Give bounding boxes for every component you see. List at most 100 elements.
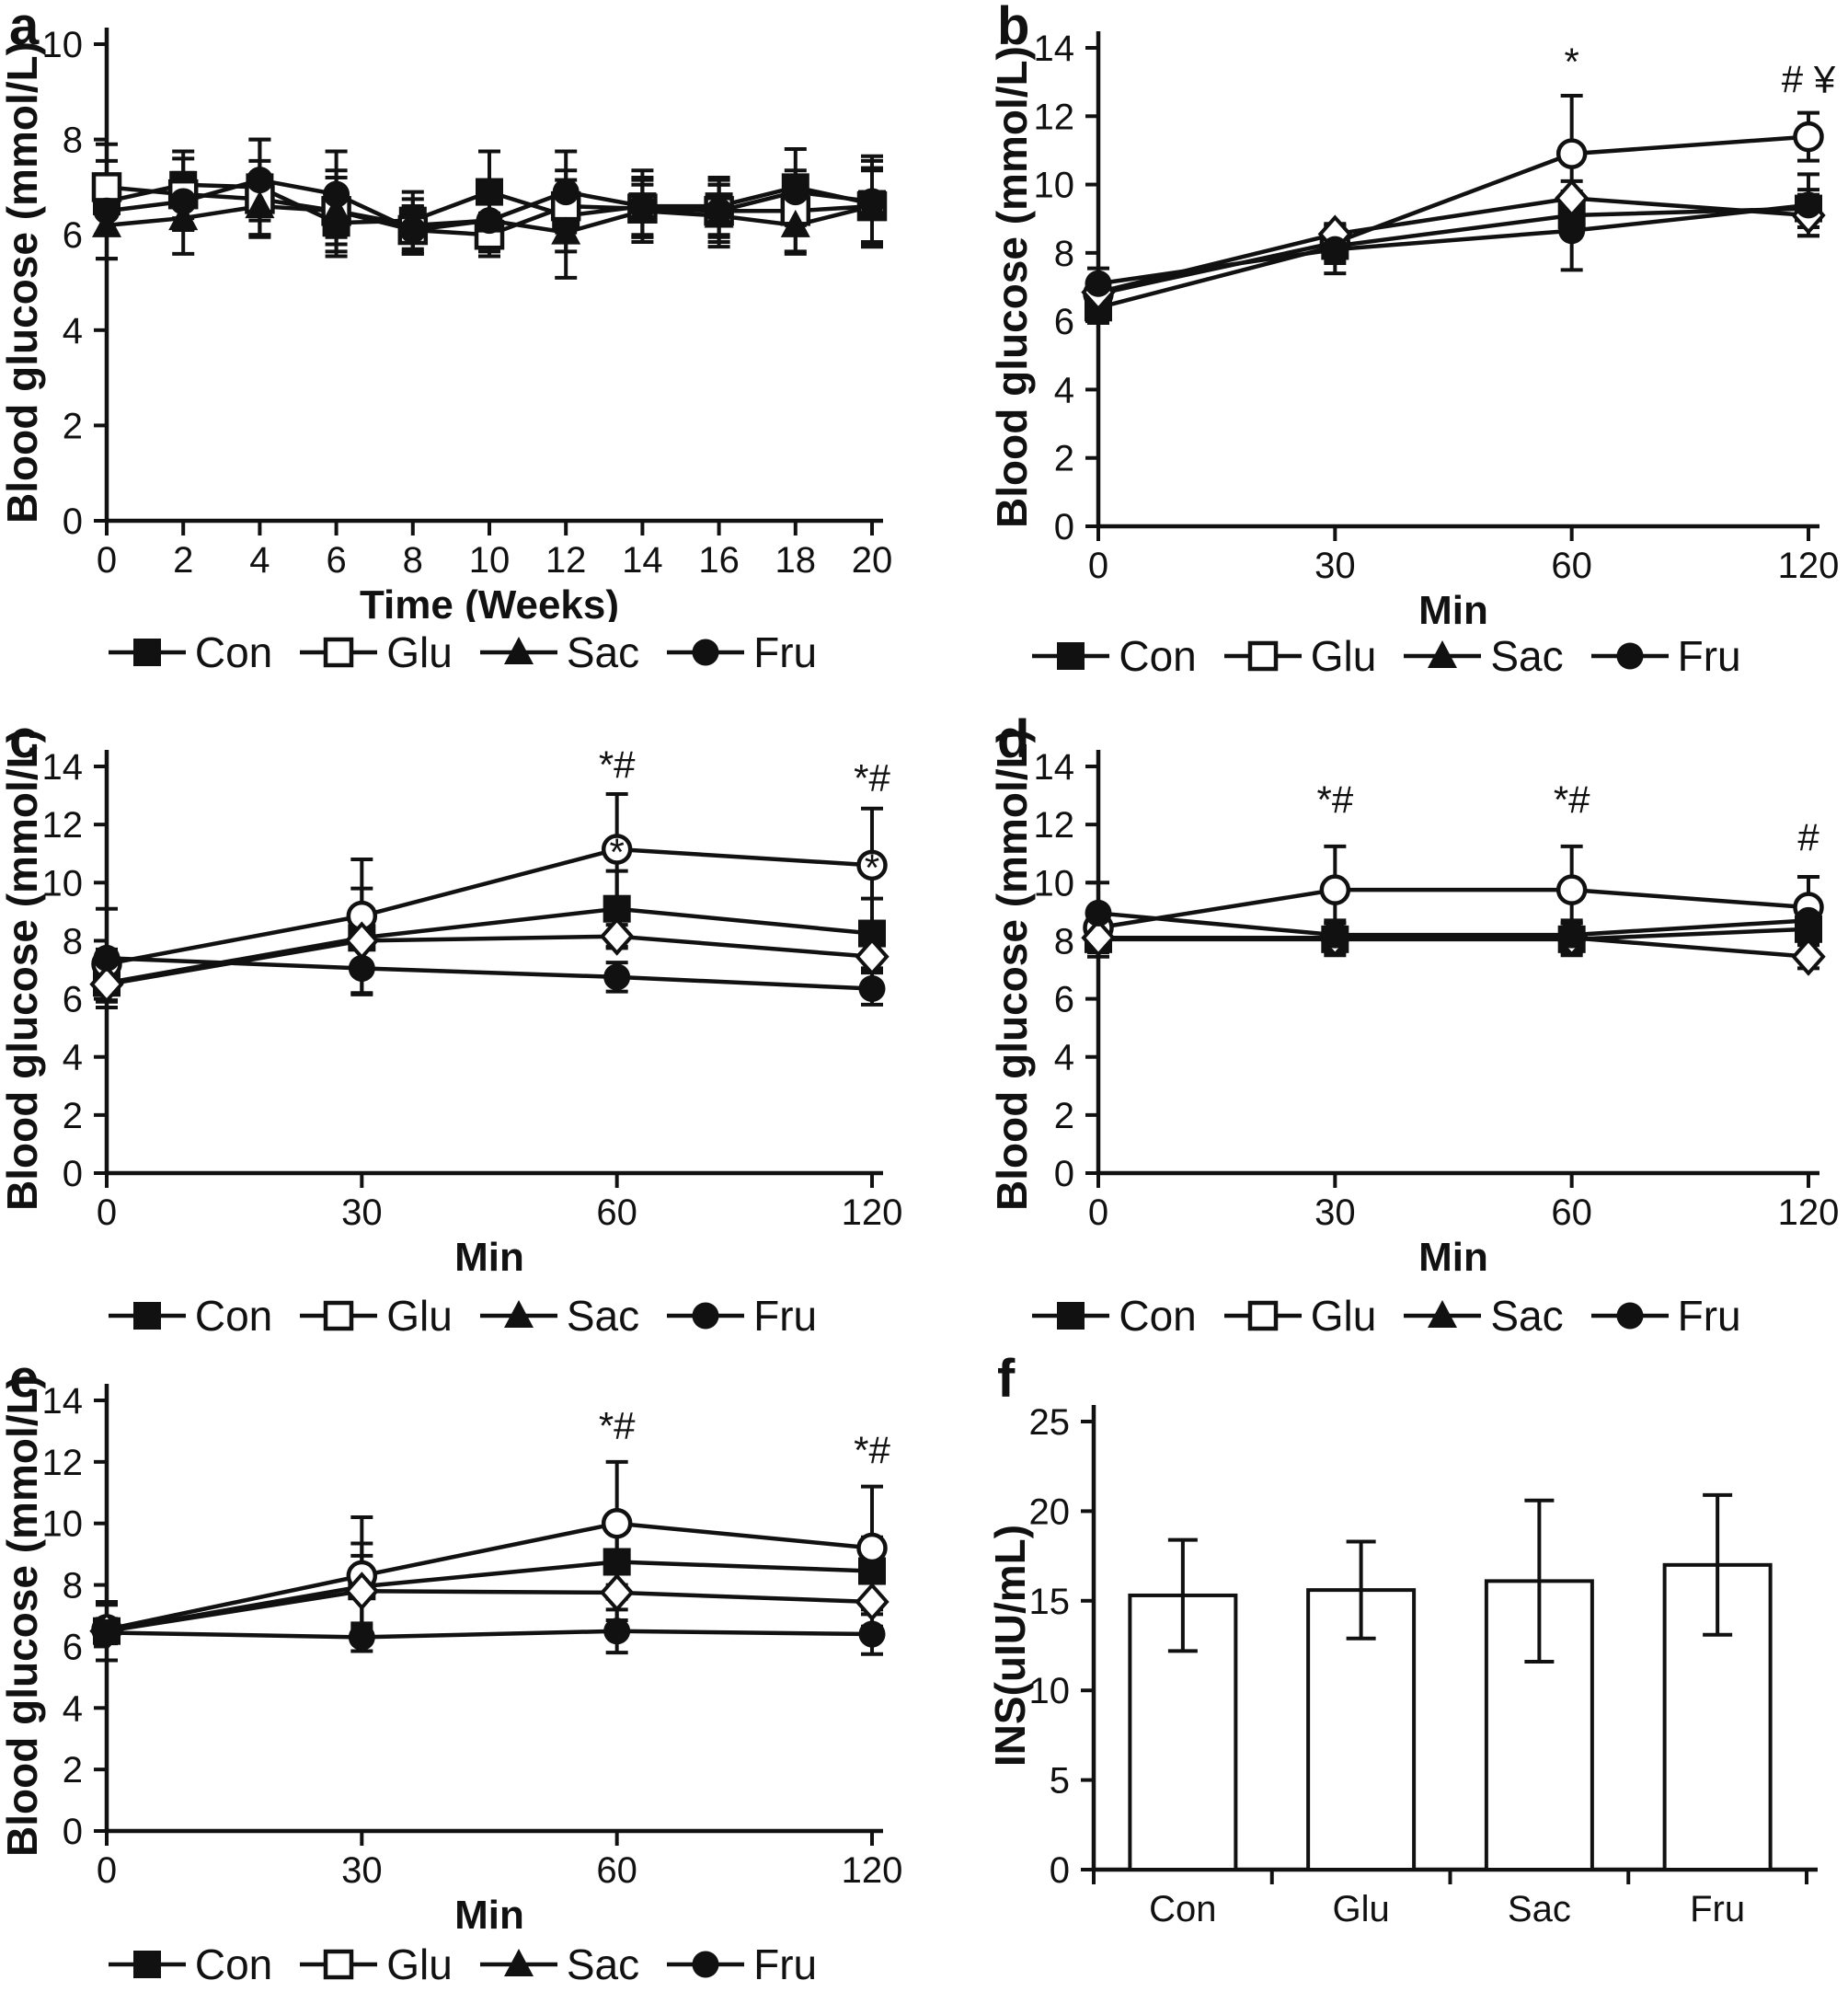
svg-text:10: 10 [42, 1504, 84, 1545]
legend-marker-triangle-filled-icon [1404, 640, 1482, 668]
panel-a: a 0 2 4 6 8 10 0 2 4 6 8 10 12 14 16 18 20 Blood glucose … [0, 0, 924, 713]
legend-marker-circle-filled-icon [1590, 642, 1669, 670]
svg-text:0: 0 [1054, 507, 1074, 547]
panel-f: f 0 5 10 15 20 25 Con Glu Sac Fru INS(uIU/mL) [924, 1353, 1848, 1992]
svg-text:*: * [1564, 40, 1578, 84]
legend-item-con: Con [1030, 1291, 1197, 1341]
svg-text:8: 8 [63, 1566, 83, 1606]
svg-text:16: 16 [698, 540, 740, 581]
legend-item-glu: Glu [298, 1940, 453, 1989]
legend-item-fru: Fru [665, 1940, 817, 1989]
svg-text:20: 20 [852, 540, 893, 581]
legend-item-label: Fru [1677, 1292, 1741, 1340]
svg-text:6: 6 [1054, 302, 1074, 342]
svg-text:6: 6 [63, 215, 83, 256]
panel-label-f: f [997, 1349, 1016, 1409]
legend-item-sac: Sac [478, 1940, 639, 1989]
legend-marker-square-open-icon [300, 1300, 378, 1331]
svg-text:10: 10 [42, 25, 84, 65]
svg-text:Blood glucose (mmol/L): Blood glucose (mmol/L) [988, 46, 1036, 528]
svg-text:2: 2 [1054, 439, 1074, 479]
legend-item-label: Fru [753, 1292, 818, 1340]
svg-text:10: 10 [1034, 863, 1075, 904]
svg-text:2: 2 [63, 406, 83, 446]
chart-e-blood-glucose: 0 2 4 6 8 10 12 14 0 30 60 120 Blood glucose (mmol/L… [0, 1375, 903, 1934]
legend-item-label: Con [1119, 1292, 1197, 1340]
chart-c-blood-glucose: 0 2 4 6 8 10 12 14 0 30 60 120 Blood glucose (mmol/L… [0, 729, 902, 1280]
svg-text:Min: Min [454, 1893, 524, 1934]
legend-item-label: Glu [386, 1940, 453, 1988]
svg-text:*: * [865, 846, 879, 890]
svg-text:4: 4 [63, 1038, 83, 1078]
svg-text:25: 25 [1029, 1402, 1071, 1443]
svg-text:14: 14 [42, 1381, 84, 1422]
chart-b-ogtt-blood-glucose: 0 2 4 6 8 10 12 14 0 30 60 120 Blood glucose (mmol/L… [988, 29, 1839, 626]
legend-item-sac: Sac [478, 1291, 639, 1341]
legend-a: Con Glu Sac Fru [0, 628, 924, 677]
svg-text:20: 20 [1029, 1491, 1071, 1532]
svg-text:Min: Min [454, 1235, 524, 1280]
legend-item-label: Con [1119, 632, 1197, 680]
svg-text:18: 18 [775, 540, 817, 581]
legend-marker-square-filled-icon [1032, 1302, 1110, 1330]
svg-text:Fru: Fru [1690, 1889, 1745, 1929]
chart-d-blood-glucose: 0 2 4 6 8 10 12 14 0 30 60 120 Blood glucose (mmol/L… [988, 729, 1840, 1280]
svg-text:Sac: Sac [1508, 1889, 1571, 1929]
svg-text:*#: *# [1316, 778, 1353, 822]
legend-item-label: Fru [1677, 632, 1741, 680]
panel-label-e: e [9, 1349, 40, 1409]
svg-text:*#: *# [854, 756, 890, 800]
svg-text:0: 0 [97, 1850, 117, 1891]
svg-text:0: 0 [1088, 546, 1108, 586]
panel-e: e 0 2 4 6 8 10 12 14 0 30 60 120 Blood glucose (mmol… [0, 1353, 924, 1992]
svg-text:0: 0 [63, 1812, 83, 1852]
svg-text:14: 14 [1034, 747, 1075, 788]
legend-marker-square-filled-icon [108, 1951, 186, 1978]
svg-text:4: 4 [63, 1688, 83, 1729]
legend-item-label: Fru [753, 628, 818, 676]
svg-text:Blood glucose (mmol/L): Blood glucose (mmol/L) [0, 41, 46, 524]
panel-label-a: a [9, 0, 40, 56]
legend-item-sac: Sac [1402, 631, 1564, 681]
legend-item-label: Con [194, 1940, 273, 1988]
svg-text:Con: Con [1149, 1889, 1216, 1929]
legend-marker-square-open-icon [1223, 1300, 1302, 1331]
legend-marker-triangle-filled-icon [479, 1949, 557, 1976]
svg-text:*#: *# [599, 1404, 636, 1447]
legend-marker-triangle-filled-icon [479, 637, 557, 664]
legend-marker-square-filled-icon [1032, 642, 1110, 670]
svg-text:4: 4 [1054, 370, 1074, 410]
svg-text:4: 4 [249, 540, 270, 581]
legend-item-con: Con [107, 1940, 272, 1989]
svg-text:120: 120 [1778, 1192, 1840, 1233]
legend-item-label: Fru [753, 1940, 818, 1988]
svg-text:6: 6 [1054, 980, 1074, 1020]
legend-item-label: Con [194, 1292, 273, 1340]
svg-text:Glu: Glu [1333, 1889, 1390, 1929]
svg-text:#: # [1797, 816, 1819, 859]
svg-text:5: 5 [1050, 1761, 1070, 1802]
svg-text:60: 60 [596, 1850, 637, 1891]
svg-text:*#: *# [854, 1429, 890, 1472]
legend-marker-square-filled-icon [108, 1302, 186, 1330]
svg-text:12: 12 [42, 1443, 84, 1483]
legend-item-sac: Sac [1402, 1291, 1564, 1341]
legend-marker-circle-filled-icon [1590, 1302, 1669, 1330]
svg-text:6: 6 [63, 980, 83, 1020]
svg-text:0: 0 [1054, 1154, 1074, 1194]
legend-c: Con Glu Sac Fru [0, 1291, 924, 1341]
svg-text:12: 12 [545, 540, 587, 581]
legend-marker-triangle-filled-icon [479, 1300, 557, 1328]
svg-text:120: 120 [842, 1850, 903, 1891]
svg-text:8: 8 [1054, 921, 1074, 961]
svg-text:0: 0 [97, 540, 117, 581]
svg-text:30: 30 [341, 1850, 383, 1891]
svg-text:INS(uIU/mL): INS(uIU/mL) [986, 1525, 1034, 1767]
svg-text:8: 8 [63, 921, 83, 961]
legend-e: Con Glu Sac Fru [0, 1940, 924, 1989]
legend-marker-circle-filled-icon [667, 639, 745, 666]
legend-item-label: Glu [1310, 632, 1377, 680]
svg-text:30: 30 [341, 1192, 383, 1233]
legend-item-glu: Glu [298, 1291, 453, 1341]
legend-item-con: Con [107, 1291, 272, 1341]
